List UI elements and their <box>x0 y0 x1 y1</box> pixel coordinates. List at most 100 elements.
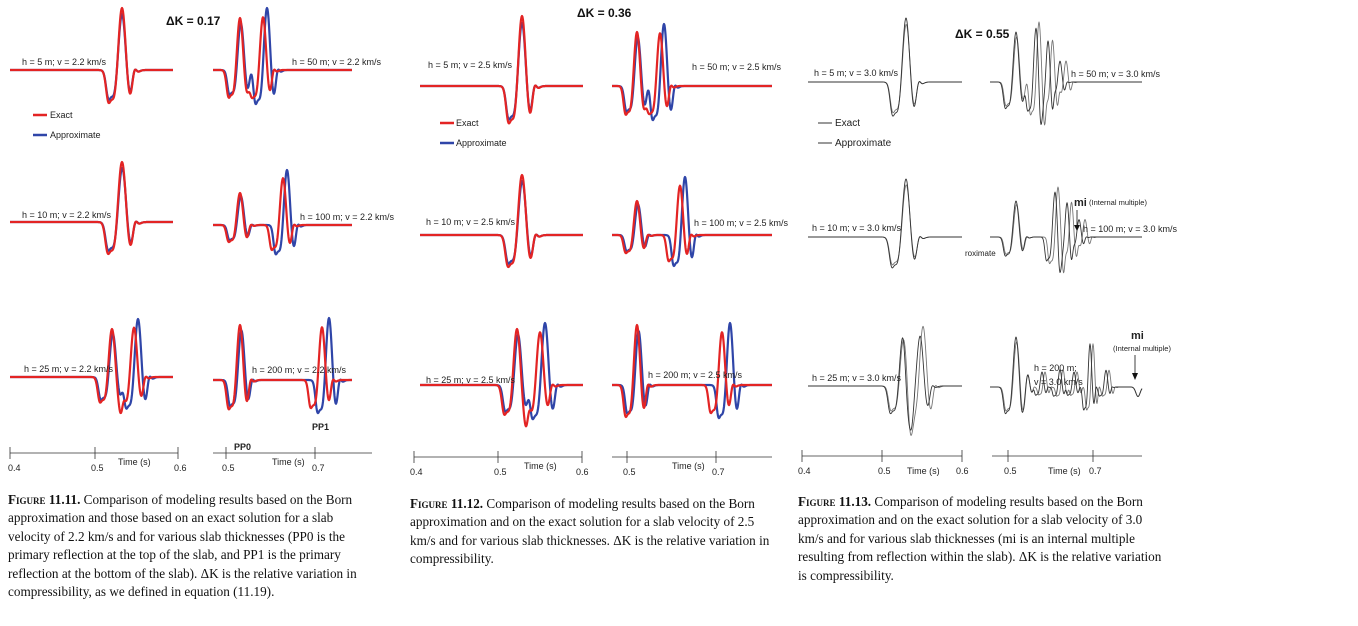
panel-h25-v22: h = 25 m; v = 2.2 km/s <box>9 317 174 415</box>
exact-trace <box>212 177 353 252</box>
panel-label: h = 100 m; v = 2.2 km/s <box>300 212 395 222</box>
figure-11-12: ΔK = 0.36 h = 5 m; v = 2.5 km/s h = 50 m… <box>410 6 789 477</box>
panel-h200-v30: h = 200 m; v = 3.0 km/s mi (Internal mul… <box>990 330 1171 415</box>
seismic-trace <box>611 321 773 420</box>
panel-label: h = 10 m; v = 2.5 km/s <box>426 217 516 227</box>
panel-h100-v25: h = 100 m; v = 2.5 km/s <box>611 175 789 268</box>
caption-figure-11-12: Figure 11.12. Comparison of modeling res… <box>410 495 778 569</box>
seismic-trace <box>808 178 962 269</box>
legend: Exact Approximate <box>33 110 101 140</box>
panel-label: h = 50 m; v = 2.2 km/s <box>292 57 382 67</box>
legend: Exact Approximate <box>818 118 892 149</box>
caption-figure-11-13: Figure 11.13. Comparison of modeling res… <box>798 493 1163 585</box>
seismic-trace <box>611 175 773 268</box>
panel-label: h = 5 m; v = 2.5 km/s <box>428 60 513 70</box>
delta-k-label: ΔK = 0.36 <box>577 6 632 20</box>
panel-h5-v30: h = 5 m; v = 3.0 km/s <box>808 17 962 117</box>
exact-trace <box>419 173 584 269</box>
exact-trace <box>419 327 584 428</box>
seismic-trace <box>9 317 174 415</box>
legend-approx-label: Approximate <box>456 138 507 148</box>
legend-approx-label: Approximate <box>50 130 101 140</box>
panel-h5-v22: h = 5 m; v = 2.2 km/s <box>9 6 174 105</box>
legend-approx-label: Approximate <box>835 138 892 149</box>
panel-h100-v30: h = 100 m; v = 3.0 km/s mi (Internal mul… <box>965 186 1178 274</box>
mi-label: mi <box>1131 330 1144 342</box>
seismic-trace <box>9 160 174 256</box>
caption-text: Comparison of modeling results based on … <box>8 492 357 600</box>
figure-11-11: ΔK = 0.17 h = 5 m; v = 2.2 km/s h = 50 m… <box>8 6 395 473</box>
seismic-trace <box>9 6 174 105</box>
exact-trace <box>611 184 773 263</box>
exact-trace <box>990 27 1142 125</box>
panel-h50-v25: h = 50 m; v = 2.5 km/s <box>611 22 782 122</box>
seismic-trace <box>990 21 1142 126</box>
seismic-trace <box>990 186 1142 274</box>
tick-label: 0.5 <box>91 463 104 473</box>
seismic-trace <box>419 321 584 428</box>
legend-exact-label: Exact <box>835 118 860 129</box>
tick-label: 0.5 <box>1004 466 1017 476</box>
panel-h25-v30: h = 25 m; v = 3.0 km/s <box>808 325 962 436</box>
axis-label: Time (s) <box>118 457 151 467</box>
seismic-trace <box>808 17 962 117</box>
panel-label: h = 50 m; v = 2.5 km/s <box>692 62 782 72</box>
exact-trace <box>808 178 962 269</box>
exact-trace <box>419 14 584 125</box>
pp1-label: PP1 <box>312 422 329 432</box>
tick-label: 0.7 <box>712 467 725 477</box>
legend: Exact Approximate <box>440 118 507 148</box>
exact-trace <box>212 16 353 100</box>
panel-h200-v25: h = 200 m; v = 2.5 km/s <box>611 321 773 420</box>
panel-label: h = 25 m; v = 2.2 km/s <box>24 364 114 374</box>
mi-arrow-head <box>1074 225 1080 231</box>
delta-k-label: ΔK = 0.55 <box>955 27 1010 41</box>
panel-label: h = 50 m; v = 3.0 km/s <box>1071 69 1161 79</box>
panel-label: h = 200 m; v = 2.2 km/s <box>252 365 347 375</box>
mi-arrow-head <box>1132 373 1138 380</box>
caption-text: Comparison of modeling results based on … <box>410 496 770 567</box>
panel-h100-v22: h = 100 m; v = 2.2 km/s <box>212 168 395 256</box>
legend-exact-label: Exact <box>50 110 73 120</box>
axis-label: Time (s) <box>272 457 305 467</box>
time-axis-left: 0.4 0.5 0.6 Time (s) <box>8 447 187 473</box>
panel-h10-v22: h = 10 m; v = 2.2 km/s <box>9 160 174 256</box>
panel-label: h = 100 m; v = 2.5 km/s <box>694 218 789 228</box>
tick-label: 0.5 <box>878 466 891 476</box>
exact-trace <box>212 323 353 411</box>
tick-label: 0.7 <box>312 463 325 473</box>
caption-label: Figure 11.11. <box>8 492 81 507</box>
pp0-label: PP0 <box>234 442 251 452</box>
tick-label: 0.5 <box>222 463 235 473</box>
panel-label: h = 25 m; v = 3.0 km/s <box>812 373 902 383</box>
exact-trace <box>9 6 174 105</box>
exact-trace <box>808 17 962 117</box>
approximate-trace <box>419 21 584 121</box>
panel-label: h = 5 m; v = 2.2 km/s <box>22 57 107 67</box>
panel-h5-v25: h = 5 m; v = 2.5 km/s <box>419 14 584 125</box>
panel-h50-v22: h = 50 m; v = 2.2 km/s <box>212 6 382 106</box>
panel-label: h = 10 m; v = 3.0 km/s <box>812 223 902 233</box>
caption-text: Comparison of modeling results based on … <box>798 494 1162 583</box>
exact-trace <box>9 160 174 256</box>
panel-h10-v25: h = 10 m; v = 2.5 km/s <box>419 173 584 269</box>
panel-label: v = 3.0 km/s <box>1034 377 1083 387</box>
tick-label: 0.6 <box>956 466 969 476</box>
tick-label: 0.5 <box>494 467 507 477</box>
delta-k-label: ΔK = 0.17 <box>166 14 221 28</box>
exact-trace <box>611 323 773 419</box>
panel-label: h = 200 m; v = 2.5 km/s <box>648 370 743 380</box>
caption-figure-11-11: Figure 11.11. Comparison of modeling res… <box>8 491 368 601</box>
tick-label: 0.4 <box>410 467 423 477</box>
tick-label: 0.6 <box>174 463 187 473</box>
panel-label: h = 200 m; <box>1034 363 1077 373</box>
exact-trace <box>808 335 962 431</box>
seismic-trace <box>611 22 773 122</box>
panel-h25-v25: h = 25 m; v = 2.5 km/s <box>419 321 584 428</box>
caption-label: Figure 11.13. <box>798 494 872 509</box>
exact-trace <box>611 30 773 116</box>
caption-label: Figure 11.12. <box>410 496 484 511</box>
time-axis-right: 0.5 0.7 Time (s) <box>992 450 1142 476</box>
figure-11-13: ΔK = 0.55 h = 5 m; v = 3.0 km/s h = 50 m… <box>798 17 1178 476</box>
